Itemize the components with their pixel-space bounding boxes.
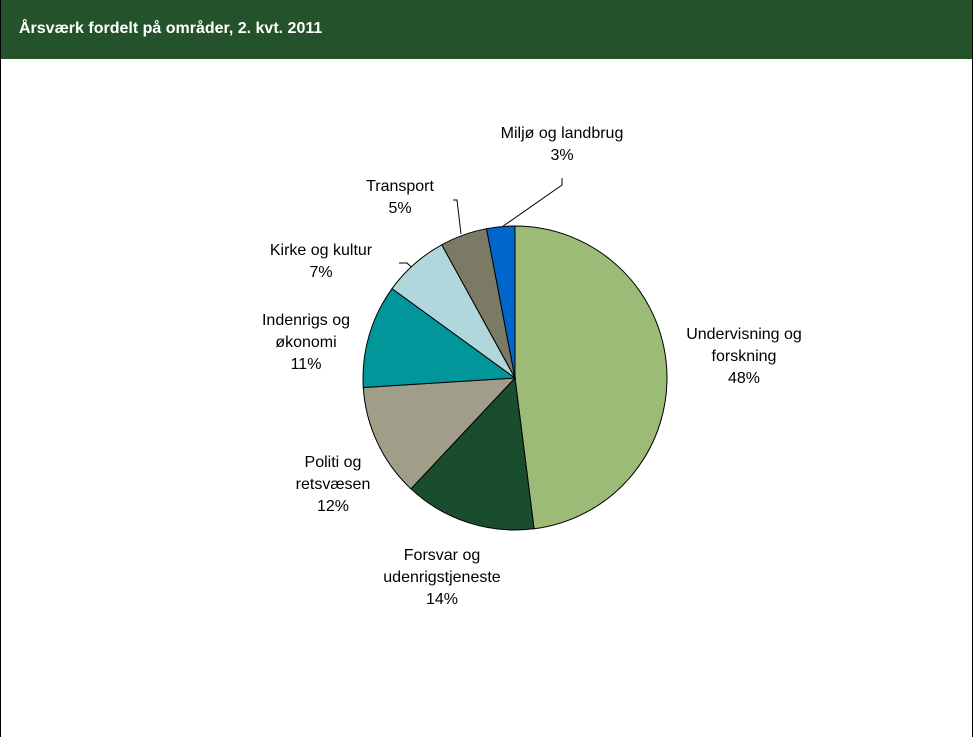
slice-label: Kirke og kultur 7% — [246, 240, 396, 284]
leader-line — [498, 178, 563, 230]
category-label: Miljø og landbrug — [500, 125, 624, 142]
category-label: Indenrigs og økonomi — [261, 312, 351, 351]
slice-label: Indenrigs og økonomi 11% — [241, 310, 371, 376]
category-label: Forsvar og udenrigstjeneste — [383, 547, 501, 586]
value-label: 12% — [316, 498, 350, 515]
chart-title: Årsværk fordelt på områder, 2. kvt. 2011 — [19, 20, 323, 37]
pie-slice — [485, 225, 516, 379]
pie-slice — [410, 376, 535, 531]
value-label: 5% — [388, 200, 412, 217]
slice-label: Forsvar og udenrigstjeneste 14% — [357, 545, 527, 611]
category-label: Undervisning og forskning — [686, 326, 802, 365]
value-label: 48% — [727, 370, 761, 387]
pie-slice — [362, 377, 517, 490]
leader-line — [453, 199, 462, 235]
slice-label: Transport 5% — [350, 176, 450, 220]
slice-label: Undervisning og forskning 48% — [669, 324, 819, 390]
value-label: 14% — [425, 591, 459, 608]
value-label: 3% — [550, 147, 574, 164]
category-label: Politi og retsvæsen — [295, 454, 371, 493]
pie-slice — [362, 287, 517, 389]
value-label: 7% — [309, 264, 333, 281]
category-label: Kirke og kultur — [269, 242, 373, 259]
category-label: Transport — [366, 178, 434, 195]
slice-label: Miljø og landbrug 3% — [482, 123, 642, 167]
pie-slice — [514, 225, 668, 530]
header-bar: Årsværk fordelt på områder, 2. kvt. 2011 — [1, 0, 972, 59]
value-label: 11% — [290, 356, 322, 373]
slice-label: Politi og retsvæsen 12% — [278, 452, 388, 518]
